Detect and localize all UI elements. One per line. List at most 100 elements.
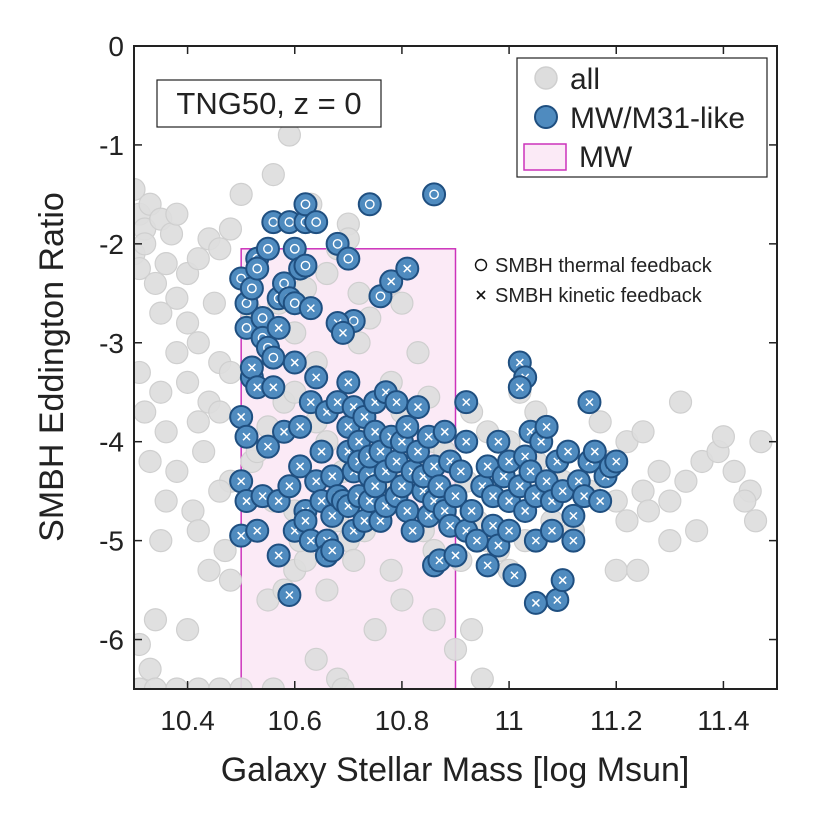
point-all bbox=[143, 271, 168, 296]
x-tick-label: 11.4 bbox=[697, 705, 749, 736]
point-mw-m31-kinetic bbox=[523, 590, 548, 615]
point-all bbox=[315, 578, 339, 602]
point-mw-m31-kinetic bbox=[298, 296, 323, 321]
point-all bbox=[229, 182, 253, 206]
point-all bbox=[743, 509, 768, 533]
point-all bbox=[149, 529, 173, 553]
point-all bbox=[631, 420, 655, 444]
point-mw-m31-kinetic bbox=[379, 269, 404, 294]
y-tick-label: 0 bbox=[108, 31, 124, 62]
point-all bbox=[192, 439, 216, 464]
point-mw-m31-kinetic bbox=[266, 543, 291, 568]
legend: all MW/M31-like MW bbox=[516, 57, 768, 178]
point-all bbox=[588, 410, 612, 434]
point-mw-m31-kinetic bbox=[229, 469, 254, 494]
point-mw-m31-kinetic bbox=[395, 256, 420, 281]
point-all bbox=[261, 163, 285, 187]
point-all bbox=[293, 548, 318, 573]
annotation-text: TNG50, z = 0 bbox=[176, 86, 361, 121]
point-mw-m31-kinetic bbox=[545, 587, 570, 612]
point-mw-m31-kinetic bbox=[293, 508, 318, 533]
legend-all-marker bbox=[534, 66, 558, 90]
point-all bbox=[165, 677, 189, 689]
point-all bbox=[685, 519, 709, 543]
point-mw-m31-thermal bbox=[293, 192, 318, 217]
point-all bbox=[342, 548, 366, 573]
point-all bbox=[674, 469, 698, 493]
kinetic-feedback-label: SMBH kinetic feedback bbox=[495, 285, 703, 307]
point-mw-m31-kinetic bbox=[475, 553, 500, 578]
point-mw-m31-kinetic bbox=[405, 395, 430, 420]
point-all bbox=[647, 459, 671, 483]
point-mw-m31-thermal bbox=[422, 182, 447, 207]
point-all bbox=[197, 558, 221, 582]
point-mw-m31-kinetic bbox=[400, 518, 425, 543]
point-mw-m31-kinetic bbox=[266, 315, 291, 340]
point-mw-m31-kinetic bbox=[229, 404, 254, 429]
point-mw-m31-kinetic bbox=[588, 489, 613, 514]
point-mw-m31-kinetic bbox=[454, 429, 479, 454]
point-all bbox=[208, 479, 232, 503]
point-all bbox=[165, 341, 189, 365]
point-all bbox=[422, 608, 446, 632]
point-all bbox=[134, 632, 151, 657]
point-mw-m31-kinetic bbox=[309, 439, 334, 464]
point-all bbox=[390, 291, 414, 315]
y-tick-label: -6 bbox=[99, 625, 124, 656]
point-mw-m31-kinetic bbox=[384, 390, 409, 415]
kinetic-feedback-marker bbox=[476, 290, 486, 300]
point-all bbox=[218, 568, 243, 592]
point-all bbox=[668, 390, 693, 414]
point-all bbox=[208, 237, 232, 261]
point-all bbox=[218, 360, 243, 385]
point-mw-m31-kinetic bbox=[507, 375, 532, 400]
point-mw-m31-kinetic bbox=[277, 474, 302, 499]
point-mw-m31-thermal bbox=[304, 210, 329, 235]
annotation-box: TNG50, z = 0 bbox=[156, 79, 382, 128]
point-mw-m31-kinetic bbox=[443, 484, 468, 509]
point-all bbox=[134, 360, 151, 385]
point-all bbox=[186, 247, 210, 271]
point-all bbox=[186, 519, 210, 543]
point-all bbox=[749, 430, 773, 454]
point-all bbox=[443, 637, 468, 662]
y-tick-label: -4 bbox=[99, 427, 124, 458]
point-all bbox=[379, 558, 403, 582]
point-mw-m31-kinetic bbox=[497, 518, 522, 543]
point-all bbox=[154, 252, 178, 276]
point-all bbox=[331, 677, 355, 689]
point-mw-m31-kinetic bbox=[234, 424, 259, 449]
point-all bbox=[363, 618, 387, 642]
point-all bbox=[143, 608, 168, 632]
point-all bbox=[175, 618, 200, 642]
point-all bbox=[390, 588, 414, 612]
point-all bbox=[304, 647, 328, 671]
point-mw-m31-kinetic bbox=[261, 375, 286, 400]
point-all bbox=[636, 499, 661, 523]
point-mw-m31-kinetic bbox=[582, 439, 607, 464]
point-all bbox=[134, 177, 146, 202]
point-all bbox=[218, 217, 243, 241]
point-all bbox=[186, 677, 210, 689]
point-mw-m31-kinetic bbox=[448, 459, 473, 484]
feedback-key: SMBH thermal feedback SMBH kinetic feedb… bbox=[474, 255, 713, 307]
point-all bbox=[615, 509, 639, 533]
point-all bbox=[733, 489, 757, 513]
point-mw-m31-kinetic bbox=[255, 434, 280, 459]
point-mw-m31-kinetic bbox=[443, 543, 468, 568]
point-mw-m31-thermal bbox=[255, 236, 280, 261]
point-mw-m31-kinetic bbox=[577, 390, 602, 415]
point-mw-m31-kinetic bbox=[336, 370, 361, 395]
point-all bbox=[213, 538, 237, 563]
legend-mw-label: MW bbox=[579, 141, 633, 174]
point-mw-m31-thermal bbox=[357, 192, 382, 217]
point-all bbox=[134, 400, 157, 424]
point-all bbox=[208, 677, 232, 689]
point-mw-m31-kinetic bbox=[288, 414, 313, 439]
point-mw-m31-thermal bbox=[239, 276, 264, 301]
point-mw-m31-kinetic bbox=[502, 563, 527, 588]
point-all bbox=[134, 232, 157, 256]
point-mw-m31-kinetic bbox=[304, 365, 329, 390]
point-mw-m31-kinetic bbox=[239, 355, 264, 380]
point-mw-m31-kinetic bbox=[395, 498, 420, 523]
